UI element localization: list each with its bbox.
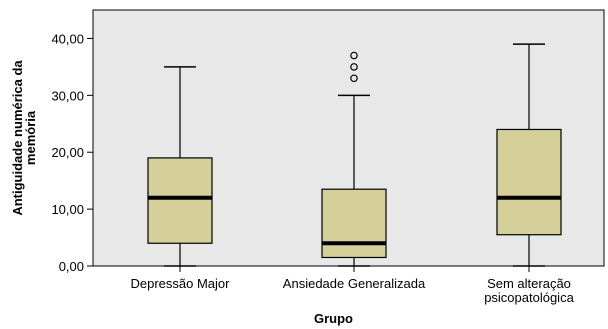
x-tick-label: Depressão Major [131,276,231,291]
y-tick-label: 10,00 [51,202,84,217]
outlier-point [350,51,358,60]
y-tick-label: 0,00 [59,259,84,274]
y-tick-label: 30,00 [51,88,84,103]
y-axis-title-line: Antiguidade numérica da [10,60,25,216]
box-1 [147,66,213,267]
x-tick-label: Sem alteração psicopatológica [484,276,574,305]
x-tick-label-line: Sem alteração [487,276,571,291]
y-axis-title-line: memória [23,110,38,165]
y-tick-label: 20,00 [51,145,84,160]
iqr-box [321,188,387,259]
x-axis-title: Grupo [314,311,353,326]
x-axis: Depressão Major Ansiedade Generalizada Sem… [93,265,604,305]
iqr-box [147,157,213,244]
boxes-group [147,43,562,267]
y-axis-title: Antiguidade numérica damemória [10,60,38,216]
outlier-point [350,74,358,83]
y-axis: 0,00 10,00 20,00 30,00 40,00 [51,10,94,274]
x-tick-label-line: psicopatológica [484,290,574,305]
y-tick-label: 40,00 [51,31,84,46]
x-tick-label-line: Depressão Major [131,276,231,291]
x-tick-label: Ansiedade Generalizada [283,276,426,291]
outlier-point [350,63,358,71]
box-3 [496,43,562,267]
x-tick-label-line: Ansiedade Generalizada [283,276,426,291]
iqr-box [496,128,562,236]
box-2 [321,51,387,267]
